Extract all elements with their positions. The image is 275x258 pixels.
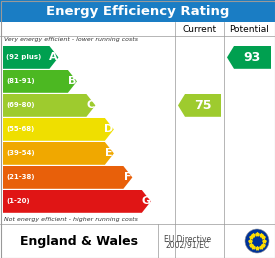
Polygon shape [3,94,95,117]
Text: (81-91): (81-91) [6,78,35,84]
Text: 2002/91/EC: 2002/91/EC [166,240,210,249]
Text: (39-54): (39-54) [6,150,35,156]
Text: C: C [86,100,95,110]
Polygon shape [227,46,271,69]
Bar [0,0,275,22]
Bar [0,22,275,36]
Text: (1-20): (1-20) [6,198,30,204]
Text: E: E [105,148,113,158]
Text: Energy Efficiency Rating: Energy Efficiency Rating [46,4,229,18]
Text: A: A [49,52,58,62]
Text: England & Wales: England & Wales [20,235,138,247]
Polygon shape [178,94,221,117]
Text: (21-38): (21-38) [6,174,34,180]
Text: EU Directive: EU Directive [164,235,211,244]
Text: (69-80): (69-80) [6,102,34,108]
Text: (55-68): (55-68) [6,126,34,132]
Text: Potential: Potential [230,25,270,34]
Text: 93: 93 [244,51,261,64]
Text: Very energy efficient - lower running costs: Very energy efficient - lower running co… [4,37,138,43]
Polygon shape [3,166,132,189]
Polygon shape [3,142,114,165]
Text: Not energy efficient - higher running costs: Not energy efficient - higher running co… [4,217,138,222]
Text: 75: 75 [194,99,212,112]
Text: Current: Current [182,25,217,34]
Polygon shape [3,118,114,141]
Text: F: F [123,172,131,182]
Bar [0,224,275,258]
Text: (92 plus): (92 plus) [6,54,41,60]
Polygon shape [3,46,59,69]
Text: D: D [104,124,114,134]
Text: G: G [141,196,150,206]
Circle shape [245,229,269,253]
Polygon shape [3,70,77,93]
Polygon shape [3,190,151,213]
Text: B: B [68,76,76,86]
